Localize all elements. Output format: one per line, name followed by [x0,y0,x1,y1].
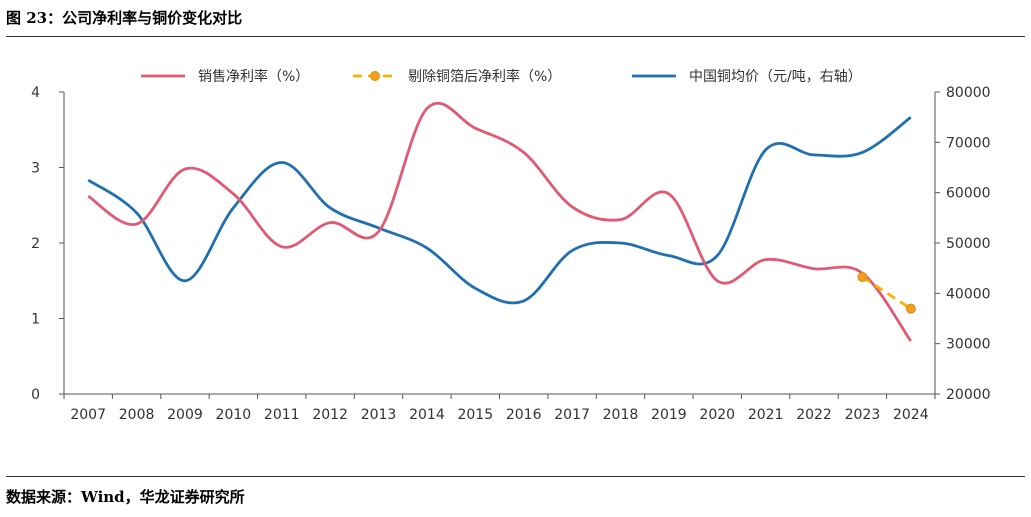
x-tick-label: 2020 [699,407,735,423]
legend-copper-price-label: 中国铜均价（元/吨，右轴） [689,69,862,85]
x-tick-label: 2021 [748,407,784,423]
right-tick-label: 80000 [946,85,991,101]
legend-adjusted-margin-label: 剔除铜箔后净利率（%） [408,68,561,85]
left-tick-label: 4 [31,85,40,101]
legend-adjusted-margin-marker [370,71,380,81]
right-tick-label: 50000 [946,236,991,252]
x-tick-label: 2016 [506,407,542,423]
x-tick-label: 2014 [409,407,445,423]
series-line-net-margin [87,101,912,342]
series-line-copper-price [87,116,912,305]
x-tick-label: 2010 [216,407,252,423]
source-note: 数据来源：Wind，华龙证券研究所 [6,488,245,506]
title-divider [6,36,1025,37]
x-tick-label: 2017 [554,407,590,423]
series-point-adjusted-margin [905,303,916,314]
x-tick-label: 2024 [893,407,929,423]
x-tick-label: 2023 [845,407,881,423]
footer-divider [6,476,1025,477]
x-tick-label: 2019 [651,407,687,423]
x-tick-label: 2007 [70,407,106,423]
series-line-adjusted-margin [861,275,912,310]
series-point-adjusted-margin [857,271,868,282]
x-tick-label: 2018 [603,407,639,423]
chart-plot-area [87,101,916,342]
chart-legend: 销售净利率（%） 剔除铜箔后净利率（%） 中国铜均价（元/吨，右轴） [141,68,862,85]
left-tick-label: 3 [31,161,40,177]
x-tick-label: 2015 [457,407,493,423]
x-tick-label: 2022 [796,407,832,423]
chart-axes: 0 1 2 3 4 20000 30000 40000 50000 60000 70000 80000… [31,85,990,423]
left-tick-label: 2 [31,236,40,252]
left-tick-label: 0 [31,387,40,403]
right-tick-label: 30000 [946,337,991,353]
x-tick-label: 2009 [167,407,203,423]
right-tick-label: 20000 [946,387,991,403]
x-tick-label: 2013 [361,407,397,423]
x-tick-label: 2012 [312,407,348,423]
right-tick-label: 70000 [946,135,991,151]
right-tick-label: 60000 [946,186,991,202]
figure-title: 图 23：公司净利率与铜价变化对比 [6,9,243,27]
x-tick-label: 2011 [264,407,300,423]
legend-net-margin-label: 销售净利率（%） [198,68,309,85]
right-tick-label: 40000 [946,286,991,302]
left-tick-label: 1 [31,312,40,328]
x-tick-label: 2008 [119,407,155,423]
